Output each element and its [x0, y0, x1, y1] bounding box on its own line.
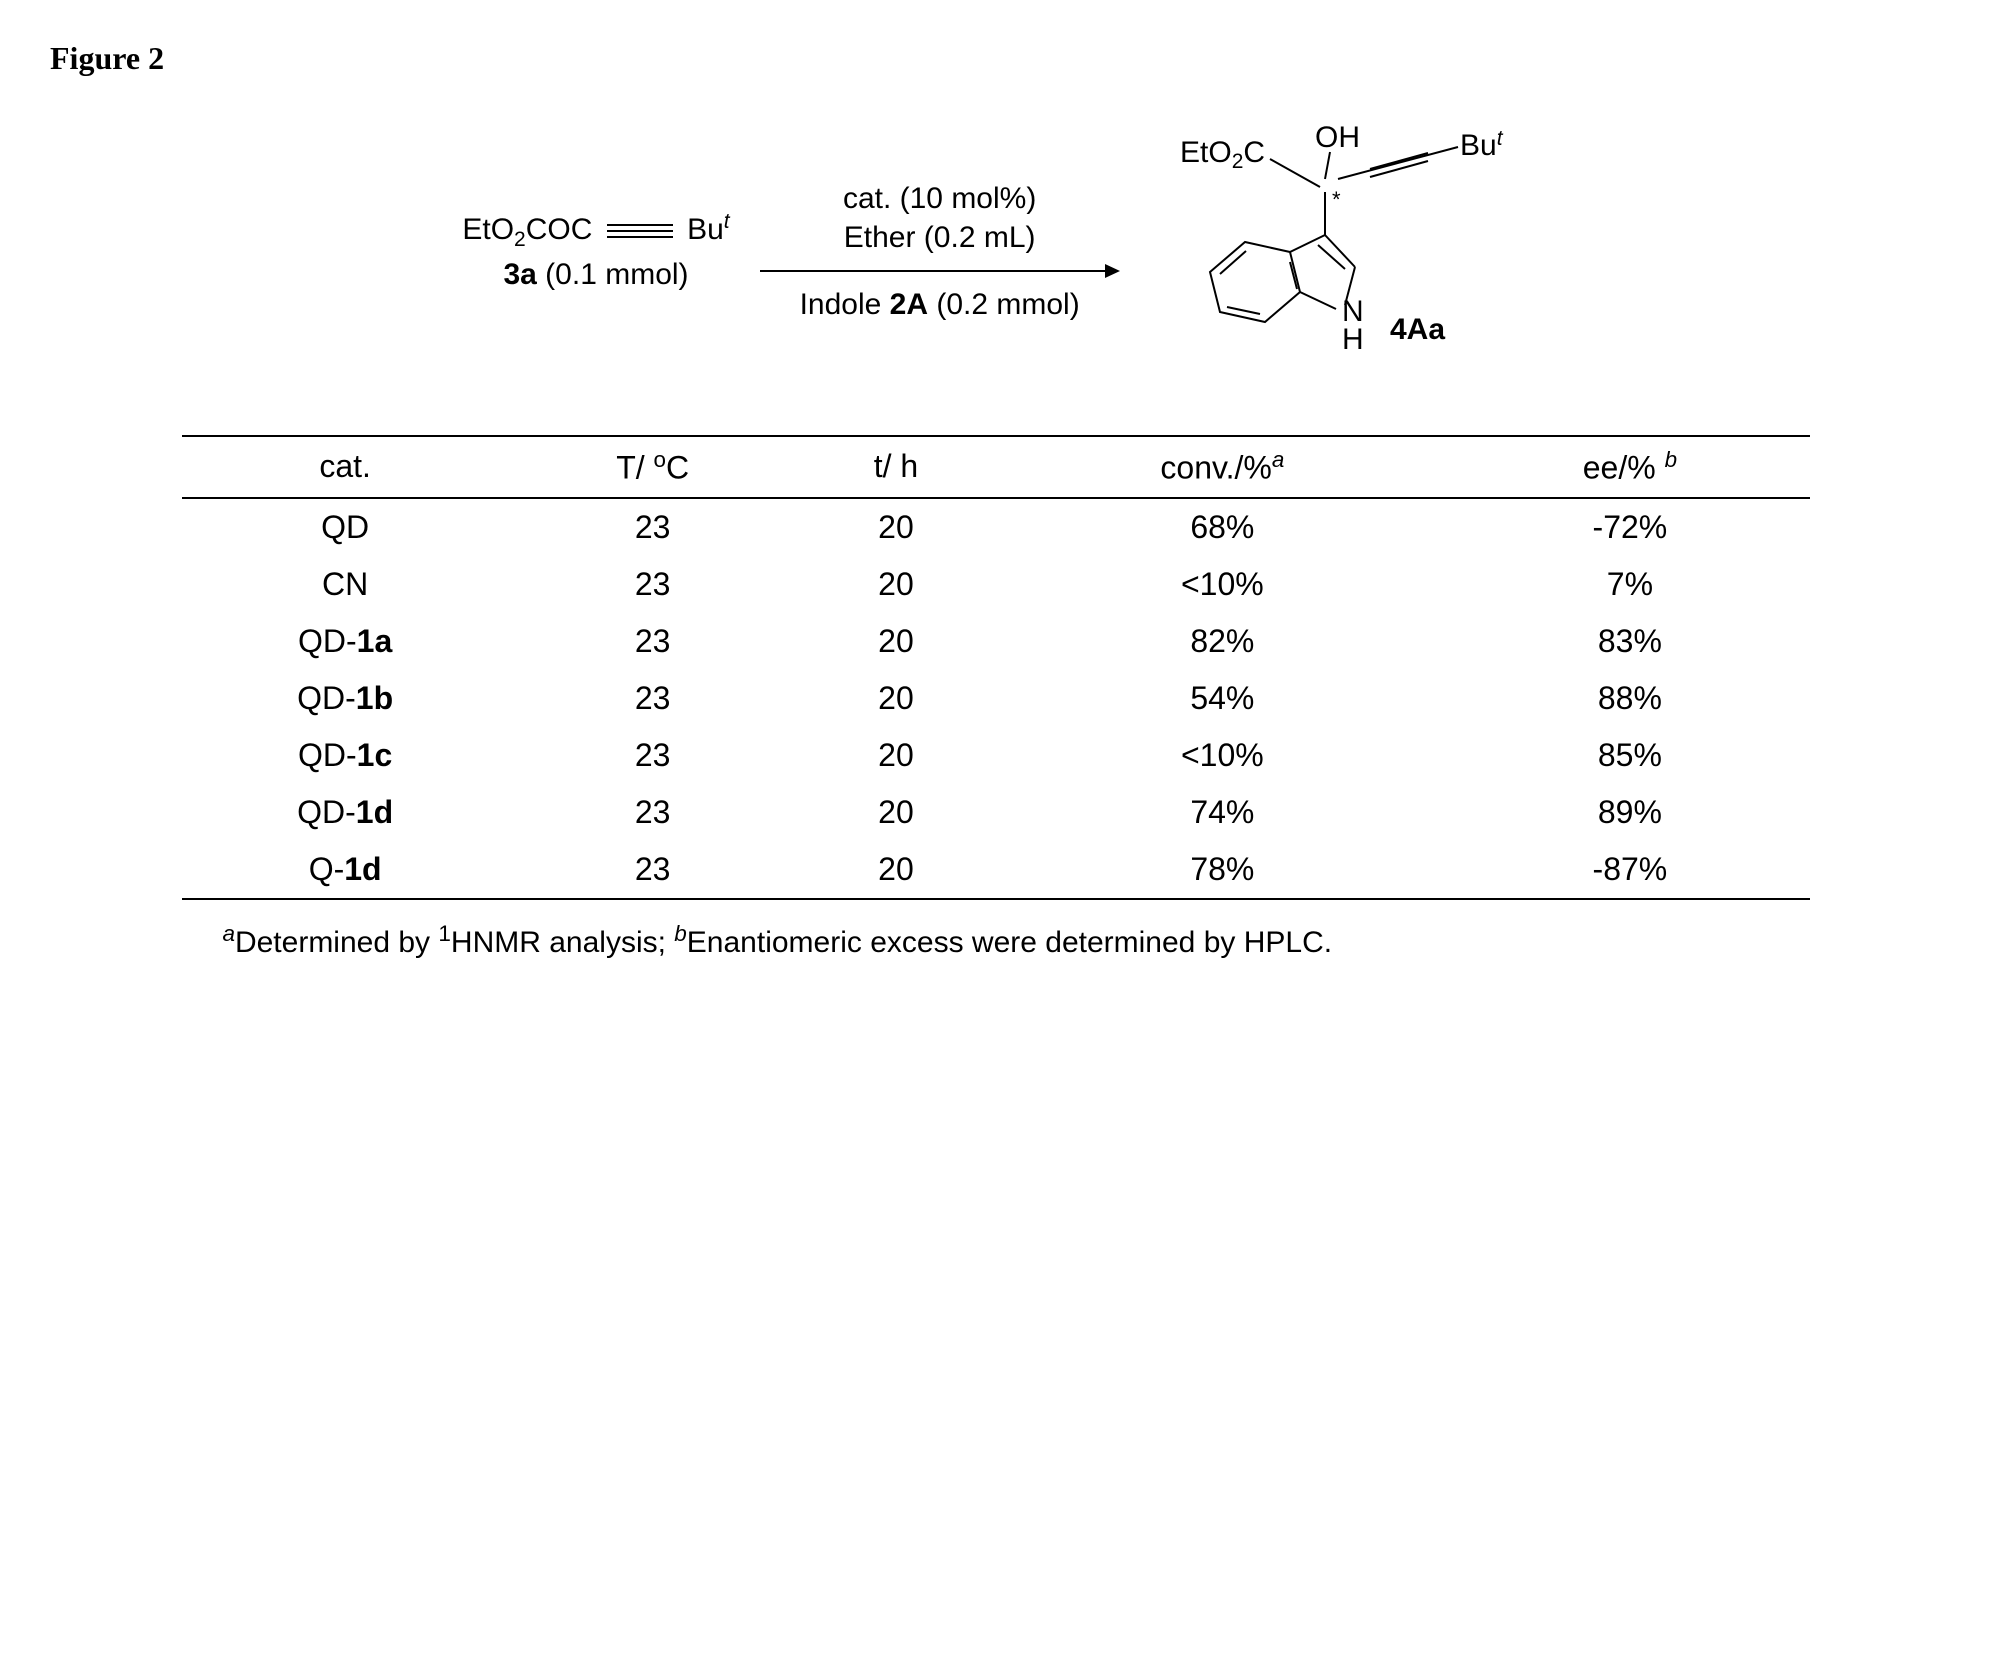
- reactant-block: EtO2COC But 3a (0.1 mmol): [462, 210, 729, 292]
- arrow-bottom-post: (0.2 mmol): [928, 288, 1080, 321]
- cell-cat: QD-1d: [182, 784, 507, 841]
- table-row: QD-1d232074%89%: [182, 784, 1809, 841]
- table-row: Q-1d232078%-87%: [182, 841, 1809, 899]
- triple-bond-icon: [605, 220, 675, 242]
- cell-conv: 74%: [994, 784, 1450, 841]
- cell-T: 23: [508, 613, 798, 670]
- cell-T: 23: [508, 498, 798, 556]
- footnote-a-post: HNMR analysis;: [451, 926, 674, 959]
- reactant-id: 3a: [503, 258, 536, 291]
- product-structure-icon: EtO2C OH But *: [1150, 117, 1530, 377]
- svg-text:But: But: [1460, 127, 1504, 162]
- cell-cat: Q-1d: [182, 841, 507, 899]
- cell-conv: 54%: [994, 670, 1450, 727]
- reactant-formula: EtO2COC But: [462, 210, 729, 252]
- cell-ee: 7%: [1450, 556, 1809, 613]
- reactant-coc: COC: [526, 213, 593, 246]
- reactant-bu: Bu: [687, 213, 724, 246]
- table-footnote: aDetermined by 1HNMR analysis; bEnantiom…: [182, 918, 1809, 965]
- cell-cat: QD-1c: [182, 727, 507, 784]
- cell-conv: 68%: [994, 498, 1450, 556]
- svg-text:*: *: [1332, 187, 1341, 212]
- cell-T: 23: [508, 670, 798, 727]
- col-ee: ee/% b: [1450, 436, 1809, 498]
- cell-t: 20: [797, 841, 994, 899]
- arrow-top-1: cat. (10 mol%): [760, 179, 1120, 218]
- footnote-a-sup: a: [222, 921, 235, 946]
- reactant-id-line: 3a (0.1 mmol): [462, 258, 729, 292]
- cell-t: 20: [797, 613, 994, 670]
- cell-T: 23: [508, 841, 798, 899]
- cell-cat: CN: [182, 556, 507, 613]
- cell-ee: 83%: [1450, 613, 1809, 670]
- footnote-b-text: Enantiomeric excess were determined by H…: [687, 926, 1332, 959]
- col-conv: conv./%a: [994, 436, 1450, 498]
- cell-T: 23: [508, 727, 798, 784]
- cell-ee: -72%: [1450, 498, 1809, 556]
- table-row: CN2320<10%7%: [182, 556, 1809, 613]
- reactant-sub2: 2: [514, 228, 526, 251]
- table-row: QD-1c2320<10%85%: [182, 727, 1809, 784]
- cell-conv: 82%: [994, 613, 1450, 670]
- reactant-sup-t: t: [724, 210, 730, 233]
- arrow-top-2: Ether (0.2 mL): [760, 218, 1120, 257]
- cell-conv: <10%: [994, 727, 1450, 784]
- arrow-bottom-pre: Indole: [800, 288, 890, 321]
- reaction-arrow-icon: [760, 261, 1120, 281]
- reaction-arrow-block: cat. (10 mol%) Ether (0.2 mL) Indole 2A …: [760, 179, 1120, 324]
- cell-t: 20: [797, 670, 994, 727]
- svg-text:EtO2C: EtO2C: [1180, 136, 1265, 173]
- figure-label: Figure 2: [50, 40, 1942, 77]
- cell-cat: QD-1b: [182, 670, 507, 727]
- cell-cat: QD-1a: [182, 613, 507, 670]
- cell-t: 20: [797, 727, 994, 784]
- col-time: t/ h: [797, 436, 994, 498]
- results-table-wrap: cat. T/ oC t/ h conv./%a ee/% b QD232068…: [182, 435, 1809, 964]
- cell-T: 23: [508, 784, 798, 841]
- cell-ee: 88%: [1450, 670, 1809, 727]
- cell-t: 20: [797, 556, 994, 613]
- reactant-eto: EtO: [462, 213, 514, 246]
- reaction-scheme: EtO2COC But 3a (0.1 mmol) cat. (10 mol%)…: [50, 117, 1942, 385]
- footnote-sup-1: 1: [438, 921, 451, 946]
- reactant-amount: (0.1 mmol): [537, 258, 689, 291]
- footnote-b-sup: b: [674, 921, 687, 946]
- arrow-bottom: Indole 2A (0.2 mmol): [760, 285, 1120, 324]
- svg-text:OH: OH: [1315, 121, 1360, 154]
- table-row: QD-1b232054%88%: [182, 670, 1809, 727]
- col-cat: cat.: [182, 436, 507, 498]
- table-row: QD232068%-72%: [182, 498, 1809, 556]
- col-temp: T/ oC: [508, 436, 798, 498]
- footnote-a-pre: Determined by: [235, 926, 438, 959]
- arrow-bottom-bold: 2A: [890, 288, 928, 321]
- cell-ee: 85%: [1450, 727, 1809, 784]
- cell-ee: 89%: [1450, 784, 1809, 841]
- svg-text:4Aa: 4Aa: [1390, 313, 1445, 346]
- cell-cat: QD: [182, 498, 507, 556]
- svg-text:H: H: [1342, 323, 1364, 356]
- cell-conv: 78%: [994, 841, 1450, 899]
- cell-T: 23: [508, 556, 798, 613]
- table-row: QD-1a232082%83%: [182, 613, 1809, 670]
- product-block: EtO2C OH But *: [1150, 117, 1530, 385]
- cell-ee: -87%: [1450, 841, 1809, 899]
- cell-conv: <10%: [994, 556, 1450, 613]
- cell-t: 20: [797, 498, 994, 556]
- results-table: cat. T/ oC t/ h conv./%a ee/% b QD232068…: [182, 435, 1809, 900]
- table-header-row: cat. T/ oC t/ h conv./%a ee/% b: [182, 436, 1809, 498]
- cell-t: 20: [797, 784, 994, 841]
